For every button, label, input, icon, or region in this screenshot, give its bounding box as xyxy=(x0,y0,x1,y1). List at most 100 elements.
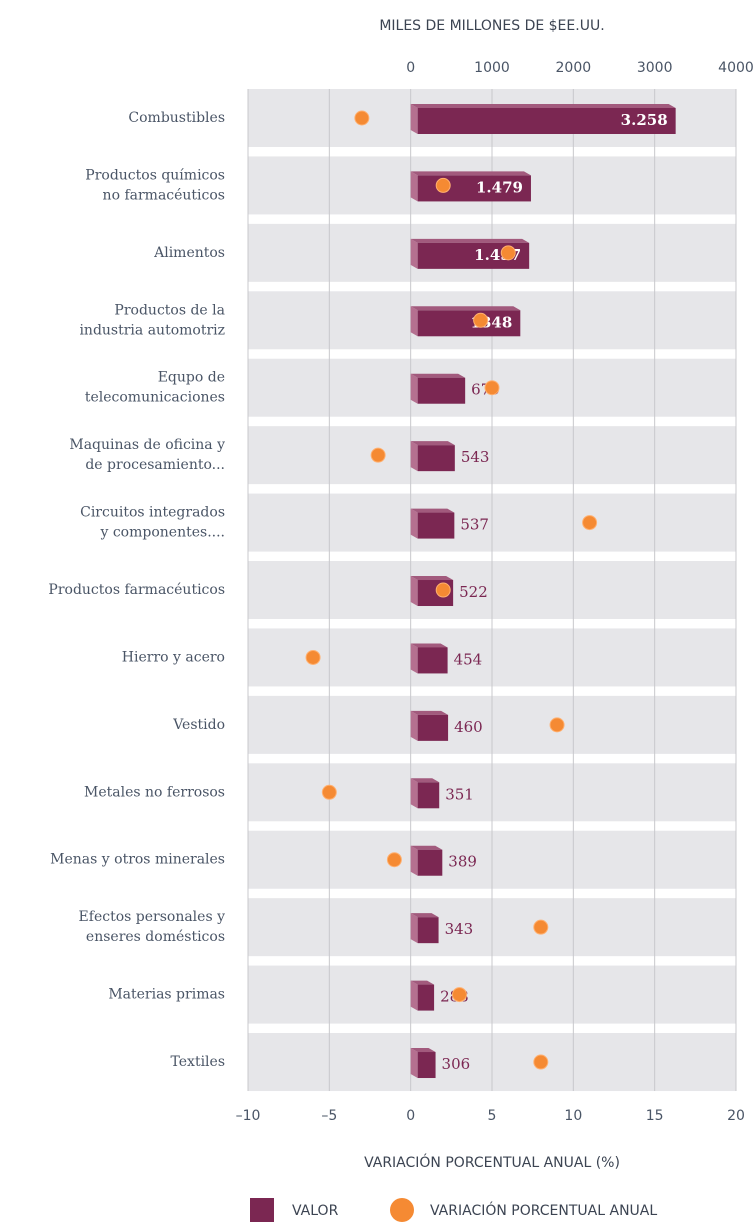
dot xyxy=(473,312,489,328)
bar-side xyxy=(410,1048,418,1079)
bar-group xyxy=(410,845,443,876)
x2-tick-label: 2000 xyxy=(556,60,592,76)
value-label: 543 xyxy=(461,448,490,466)
bar-top xyxy=(410,710,449,715)
category-label: Alimentos xyxy=(153,245,225,261)
bar xyxy=(417,849,443,876)
category-label: Vestido xyxy=(172,717,225,733)
bar-group xyxy=(410,710,449,741)
category-label: Maquinas de oficina y de procesamiento... xyxy=(69,437,225,473)
bar-top xyxy=(410,913,439,918)
bar-top xyxy=(410,845,443,850)
category-label: Materias primas xyxy=(108,987,225,1003)
category-label: Combustibles xyxy=(128,110,225,126)
bar xyxy=(417,108,676,134)
bar-side xyxy=(410,980,418,1011)
legend-label: VALOR xyxy=(292,1203,339,1219)
x2-tick-label: 0 xyxy=(406,60,415,76)
bar-top xyxy=(410,576,454,581)
bar xyxy=(417,1052,436,1079)
bar-side xyxy=(410,643,418,674)
bar-top xyxy=(410,778,440,783)
bar-side xyxy=(410,171,418,202)
value-label: 537 xyxy=(460,516,489,534)
dot xyxy=(549,717,565,733)
category-label: Textiles xyxy=(171,1054,225,1070)
bar-group xyxy=(410,104,676,134)
dot xyxy=(533,919,549,935)
category-label: Equpo de telecomunicaciones xyxy=(85,370,225,406)
x2-tick-label: 1000 xyxy=(474,60,510,76)
value-label: 1.479 xyxy=(476,178,523,196)
dot xyxy=(370,447,386,463)
bar-side xyxy=(410,508,418,539)
value-label: 460 xyxy=(454,718,483,736)
category-label: Hierro y acero xyxy=(122,649,225,665)
x-tick-label: 5 xyxy=(488,1108,497,1124)
category-label: Metales no ferrosos xyxy=(84,784,225,800)
category-label: Productos de la industria automotriz xyxy=(79,302,225,338)
dot xyxy=(354,110,370,126)
value-label: 522 xyxy=(459,583,488,601)
x2-axis-label: MILES DE MILLONES DE $EE.UU. xyxy=(379,18,604,34)
bar-group xyxy=(410,508,455,539)
bar xyxy=(417,917,439,944)
bar xyxy=(417,782,440,809)
value-label: 389 xyxy=(448,853,477,871)
category-label: Menas y otros minerales xyxy=(50,852,225,868)
bar-top xyxy=(410,373,466,378)
dot xyxy=(451,987,467,1003)
bar xyxy=(417,647,448,674)
value-label: 454 xyxy=(454,650,483,668)
bar-top xyxy=(410,643,448,648)
bar-side xyxy=(410,441,418,472)
dot xyxy=(500,245,516,261)
bar-group xyxy=(410,643,448,674)
bar xyxy=(417,984,435,1011)
bar-side xyxy=(410,845,418,876)
x-tick-label: 10 xyxy=(564,1108,582,1124)
category-label: Productos químicos no farmacéuticos xyxy=(85,167,225,203)
x-tick-label: 15 xyxy=(646,1108,664,1124)
bar-top xyxy=(410,104,676,108)
bar-side xyxy=(410,576,418,607)
bar-top xyxy=(410,171,531,176)
category-label: Productos farmacéuticos xyxy=(48,582,225,598)
x-tick-label: 20 xyxy=(727,1108,745,1124)
bar-side xyxy=(410,710,418,741)
value-label: 343 xyxy=(445,920,474,938)
bar-group xyxy=(410,778,440,809)
bar-group xyxy=(410,171,531,202)
value-label: 351 xyxy=(445,785,474,803)
dot xyxy=(435,582,451,598)
bar-side xyxy=(410,306,418,337)
legend-swatch xyxy=(390,1198,414,1222)
dot xyxy=(305,649,321,665)
value-label: 306 xyxy=(442,1055,471,1073)
category-label: Efectos personales y enseres domésticos xyxy=(79,909,226,945)
legend-swatch xyxy=(250,1198,274,1222)
bar-group xyxy=(410,306,521,337)
dot xyxy=(435,177,451,193)
legend-label: VARIACIÓN PORCENTUAL ANUAL xyxy=(430,1201,657,1219)
bar-top xyxy=(410,1048,436,1053)
bar-group xyxy=(410,373,466,404)
dot xyxy=(484,380,500,396)
bar-group xyxy=(410,913,439,944)
bar xyxy=(417,512,455,539)
bar-side xyxy=(410,778,418,809)
bar-side xyxy=(410,913,418,944)
bar-top xyxy=(410,508,455,513)
bar-side xyxy=(410,238,418,269)
bar-top xyxy=(410,980,435,985)
bar xyxy=(417,377,466,404)
bar-group xyxy=(410,980,435,1011)
value-label: 3.258 xyxy=(621,111,668,129)
bar-top xyxy=(410,441,455,446)
category-label: Circuitos integrados y componentes.... xyxy=(80,505,225,541)
dot xyxy=(582,515,598,531)
bar-top xyxy=(410,306,521,311)
bar-side xyxy=(410,104,418,134)
x-axis-label: VARIACIÓN PORCENTUAL ANUAL (%) xyxy=(364,1153,620,1171)
